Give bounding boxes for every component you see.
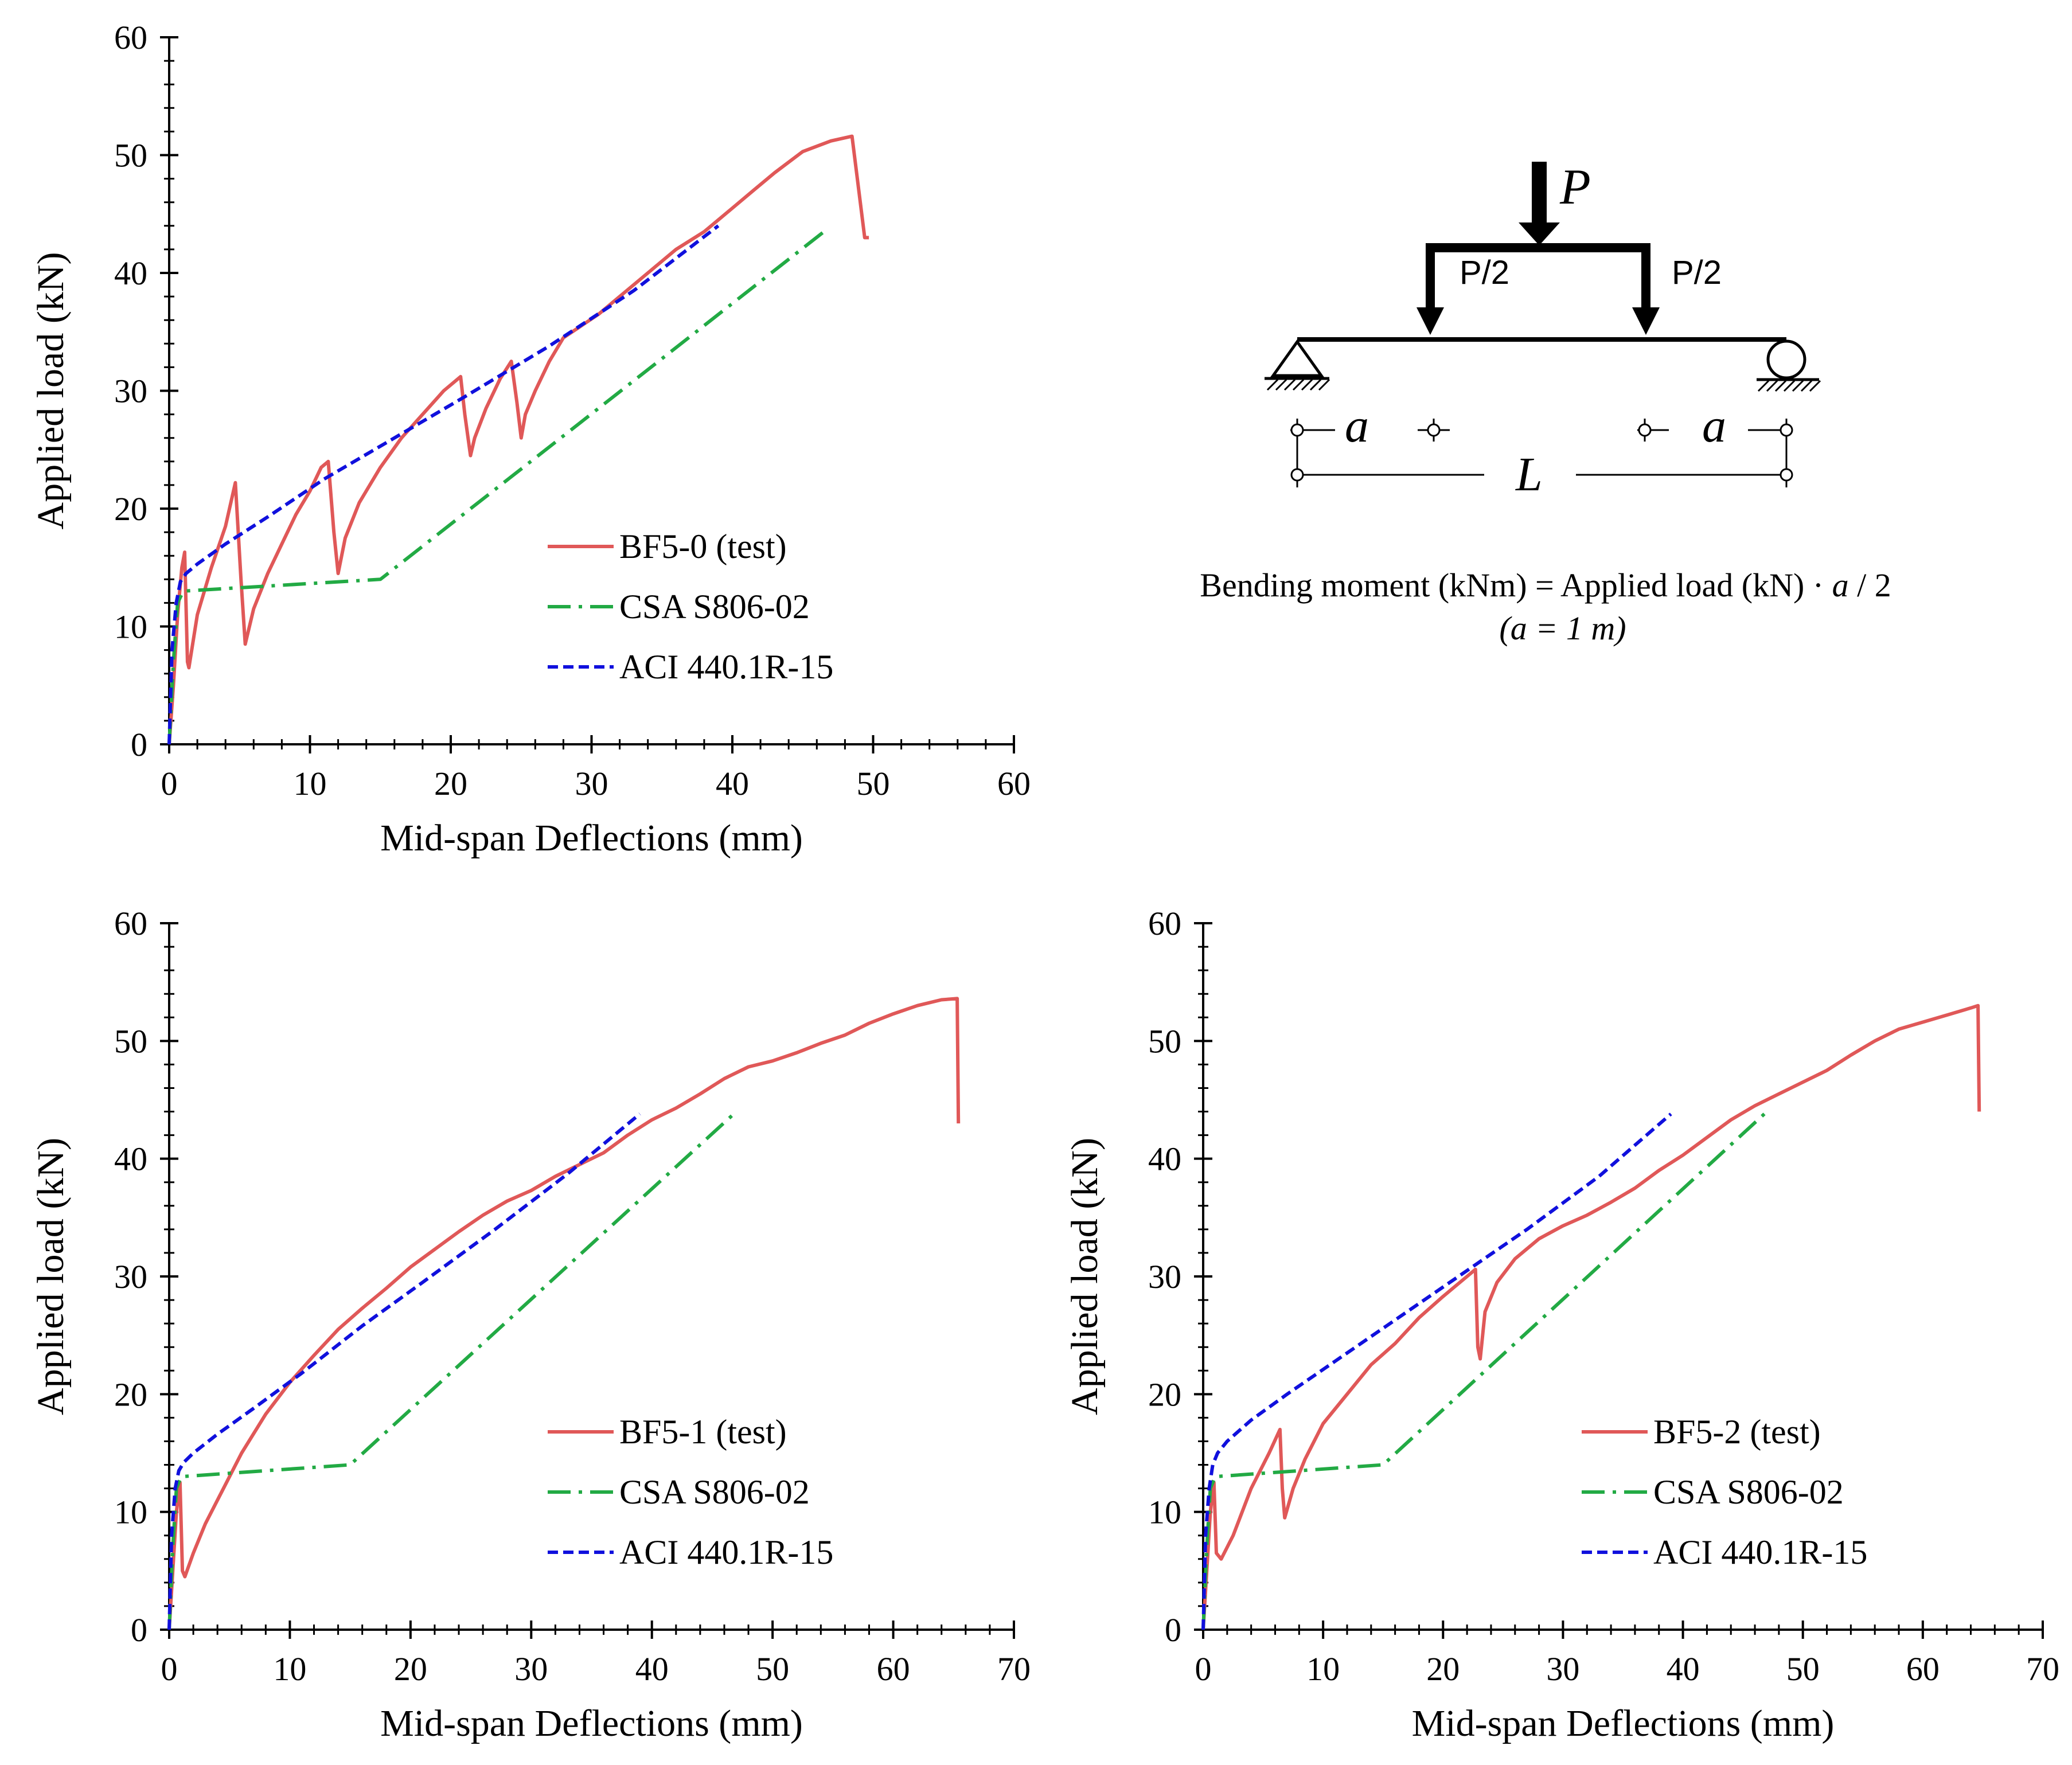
series-line-aci — [167, 1112, 641, 1630]
y-tick-label: 0 — [131, 1611, 147, 1649]
x-tick-label: 30 — [575, 765, 608, 802]
x-tick-label: 40 — [635, 1650, 669, 1688]
series-line-csa — [167, 230, 825, 745]
y-tick-label: 0 — [1165, 1611, 1181, 1649]
y-axis-title: Applied load (kN) — [1064, 1138, 1106, 1415]
x-tick-label: 60 — [997, 765, 1031, 802]
y-tick-label: 50 — [1148, 1022, 1181, 1060]
y-tick-label: 60 — [1148, 905, 1181, 942]
x-tick-label: 70 — [2026, 1650, 2059, 1688]
legend-label: CSA S806-02 — [1653, 1473, 1844, 1511]
x-tick-label: 10 — [294, 765, 327, 802]
right-point-load-label: P/2 — [1672, 254, 1722, 291]
y-axis-title: Applied load (kN) — [30, 252, 72, 530]
x-tick-label: 40 — [716, 765, 749, 802]
y-tick-label: 40 — [114, 1141, 147, 1178]
main-load-label: P — [1559, 159, 1591, 215]
moment-equation: Bending moment (kNm) = Applied load (kN)… — [1200, 567, 1891, 604]
y-tick-label: 40 — [1148, 1141, 1181, 1178]
y-tick-label: 50 — [114, 1022, 147, 1060]
x-axis-title: Mid-span Deflections (mm) — [380, 817, 803, 859]
x-tick-label: 20 — [394, 1650, 427, 1688]
pin-support-hatch — [1266, 378, 1330, 391]
series-line-test — [1201, 1003, 1981, 1630]
right-shear-span-dimension — [1637, 419, 1793, 442]
y-tick-label: 30 — [114, 1258, 147, 1295]
x-tick-label: 50 — [756, 1650, 789, 1688]
y-tick-label: 10 — [1148, 1494, 1181, 1531]
x-tick-label: 30 — [514, 1650, 548, 1688]
left-shear-span-dimension — [1290, 419, 1450, 442]
y-tick-label: 10 — [114, 1494, 147, 1531]
legend-label: CSA S806-02 — [619, 588, 810, 626]
x-tick-label: 0 — [161, 1650, 178, 1688]
y-tick-label: 40 — [114, 255, 147, 292]
loading-diagram: P P/2 P/2 — [1265, 159, 1821, 501]
legend-label: BF5-1 (test) — [619, 1413, 787, 1451]
y-tick-label: 0 — [131, 726, 147, 763]
x-tick-label: 70 — [997, 1650, 1031, 1688]
x-axis-title: Mid-span Deflections (mm) — [1412, 1702, 1835, 1744]
series-line-aci — [1201, 1112, 1672, 1630]
legend-label: ACI 440.1R-15 — [1653, 1533, 1867, 1571]
y-tick-label: 20 — [114, 1376, 147, 1413]
right-shear-span-label: a — [1702, 399, 1726, 452]
x-tick-label: 60 — [877, 1650, 910, 1688]
right-spreader-leg — [1641, 247, 1650, 310]
x-tick-label: 30 — [1546, 1650, 1579, 1688]
legend-label: CSA S806-02 — [619, 1473, 810, 1511]
y-tick-label: 10 — [114, 608, 147, 646]
y-tick-label: 20 — [114, 490, 147, 528]
x-tick-label: 20 — [434, 765, 467, 802]
series-line-csa — [167, 1110, 738, 1630]
y-tick-label: 60 — [114, 19, 147, 56]
y-tick-label: 20 — [1148, 1376, 1181, 1413]
x-tick-label: 50 — [1786, 1650, 1820, 1688]
roller-support-icon — [1766, 339, 1806, 380]
x-tick-label: 20 — [1426, 1650, 1460, 1688]
x-tick-label: 0 — [1195, 1650, 1212, 1688]
y-tick-label: 50 — [114, 137, 147, 174]
main-load-arrow-head — [1519, 222, 1560, 245]
pin-support-icon — [1270, 339, 1324, 377]
span-dimension — [1290, 436, 1793, 487]
roller-support-hatch — [1757, 380, 1821, 392]
x-tick-label: 0 — [161, 765, 178, 802]
chart-bf5-2: 0 10 20 30 40 50 60 70 0 10 20 30 40 50 60 Mid-span Def… — [1064, 905, 2059, 1744]
x-tick-label: 40 — [1667, 1650, 1700, 1688]
left-point-load-label: P/2 — [1460, 254, 1509, 291]
spreader-beam — [1426, 243, 1650, 252]
series-line-aci — [167, 224, 720, 745]
x-tick-label: 60 — [1906, 1650, 1940, 1688]
right-point-load-arrow — [1632, 307, 1660, 335]
x-tick-label: 10 — [1306, 1650, 1340, 1688]
span-label: L — [1515, 448, 1543, 501]
x-tick-label: 10 — [273, 1650, 306, 1688]
main-load-arrow-shaft — [1532, 162, 1547, 226]
legend-label: ACI 440.1R-15 — [619, 648, 833, 686]
series-line-test — [167, 134, 869, 745]
legend-label: BF5-0 (test) — [619, 528, 787, 565]
legend-label: ACI 440.1R-15 — [619, 1533, 833, 1571]
y-tick-label: 30 — [114, 373, 147, 410]
series-line-csa — [1201, 1110, 1769, 1630]
y-axis-title: Applied load (kN) — [30, 1138, 72, 1415]
x-tick-label: 50 — [857, 765, 890, 802]
chart-bf5-1: 0 10 20 30 40 50 60 70 0 10 20 30 40 50 60 Mid-span Def… — [30, 905, 1031, 1744]
shear-span-value: (a = 1 m) — [1499, 610, 1626, 647]
left-spreader-leg — [1426, 247, 1435, 310]
y-tick-label: 30 — [1148, 1258, 1181, 1295]
chart-bf5-0: 0 10 20 30 40 50 60 0 10 20 30 40 50 60 Mid-span Defle… — [30, 19, 1031, 859]
y-tick-label: 60 — [114, 905, 147, 942]
x-axis-title: Mid-span Deflections (mm) — [380, 1702, 803, 1744]
series-line-test — [167, 997, 961, 1630]
left-point-load-arrow — [1417, 307, 1444, 335]
left-shear-span-label: a — [1345, 399, 1369, 452]
legend-label: BF5-2 (test) — [1653, 1413, 1821, 1451]
